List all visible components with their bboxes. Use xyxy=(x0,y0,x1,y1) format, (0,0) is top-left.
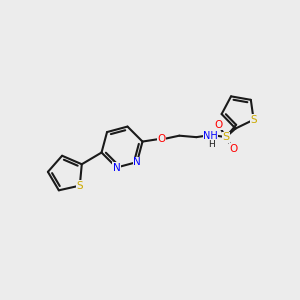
Text: N: N xyxy=(113,163,120,172)
Text: H: H xyxy=(208,140,215,149)
Text: S: S xyxy=(250,115,257,125)
Text: S: S xyxy=(76,181,83,190)
Text: O: O xyxy=(158,134,166,144)
Text: N: N xyxy=(133,157,141,167)
Text: S: S xyxy=(222,132,230,142)
Text: O: O xyxy=(229,144,237,154)
Text: NH: NH xyxy=(203,131,218,141)
Text: O: O xyxy=(214,120,223,130)
